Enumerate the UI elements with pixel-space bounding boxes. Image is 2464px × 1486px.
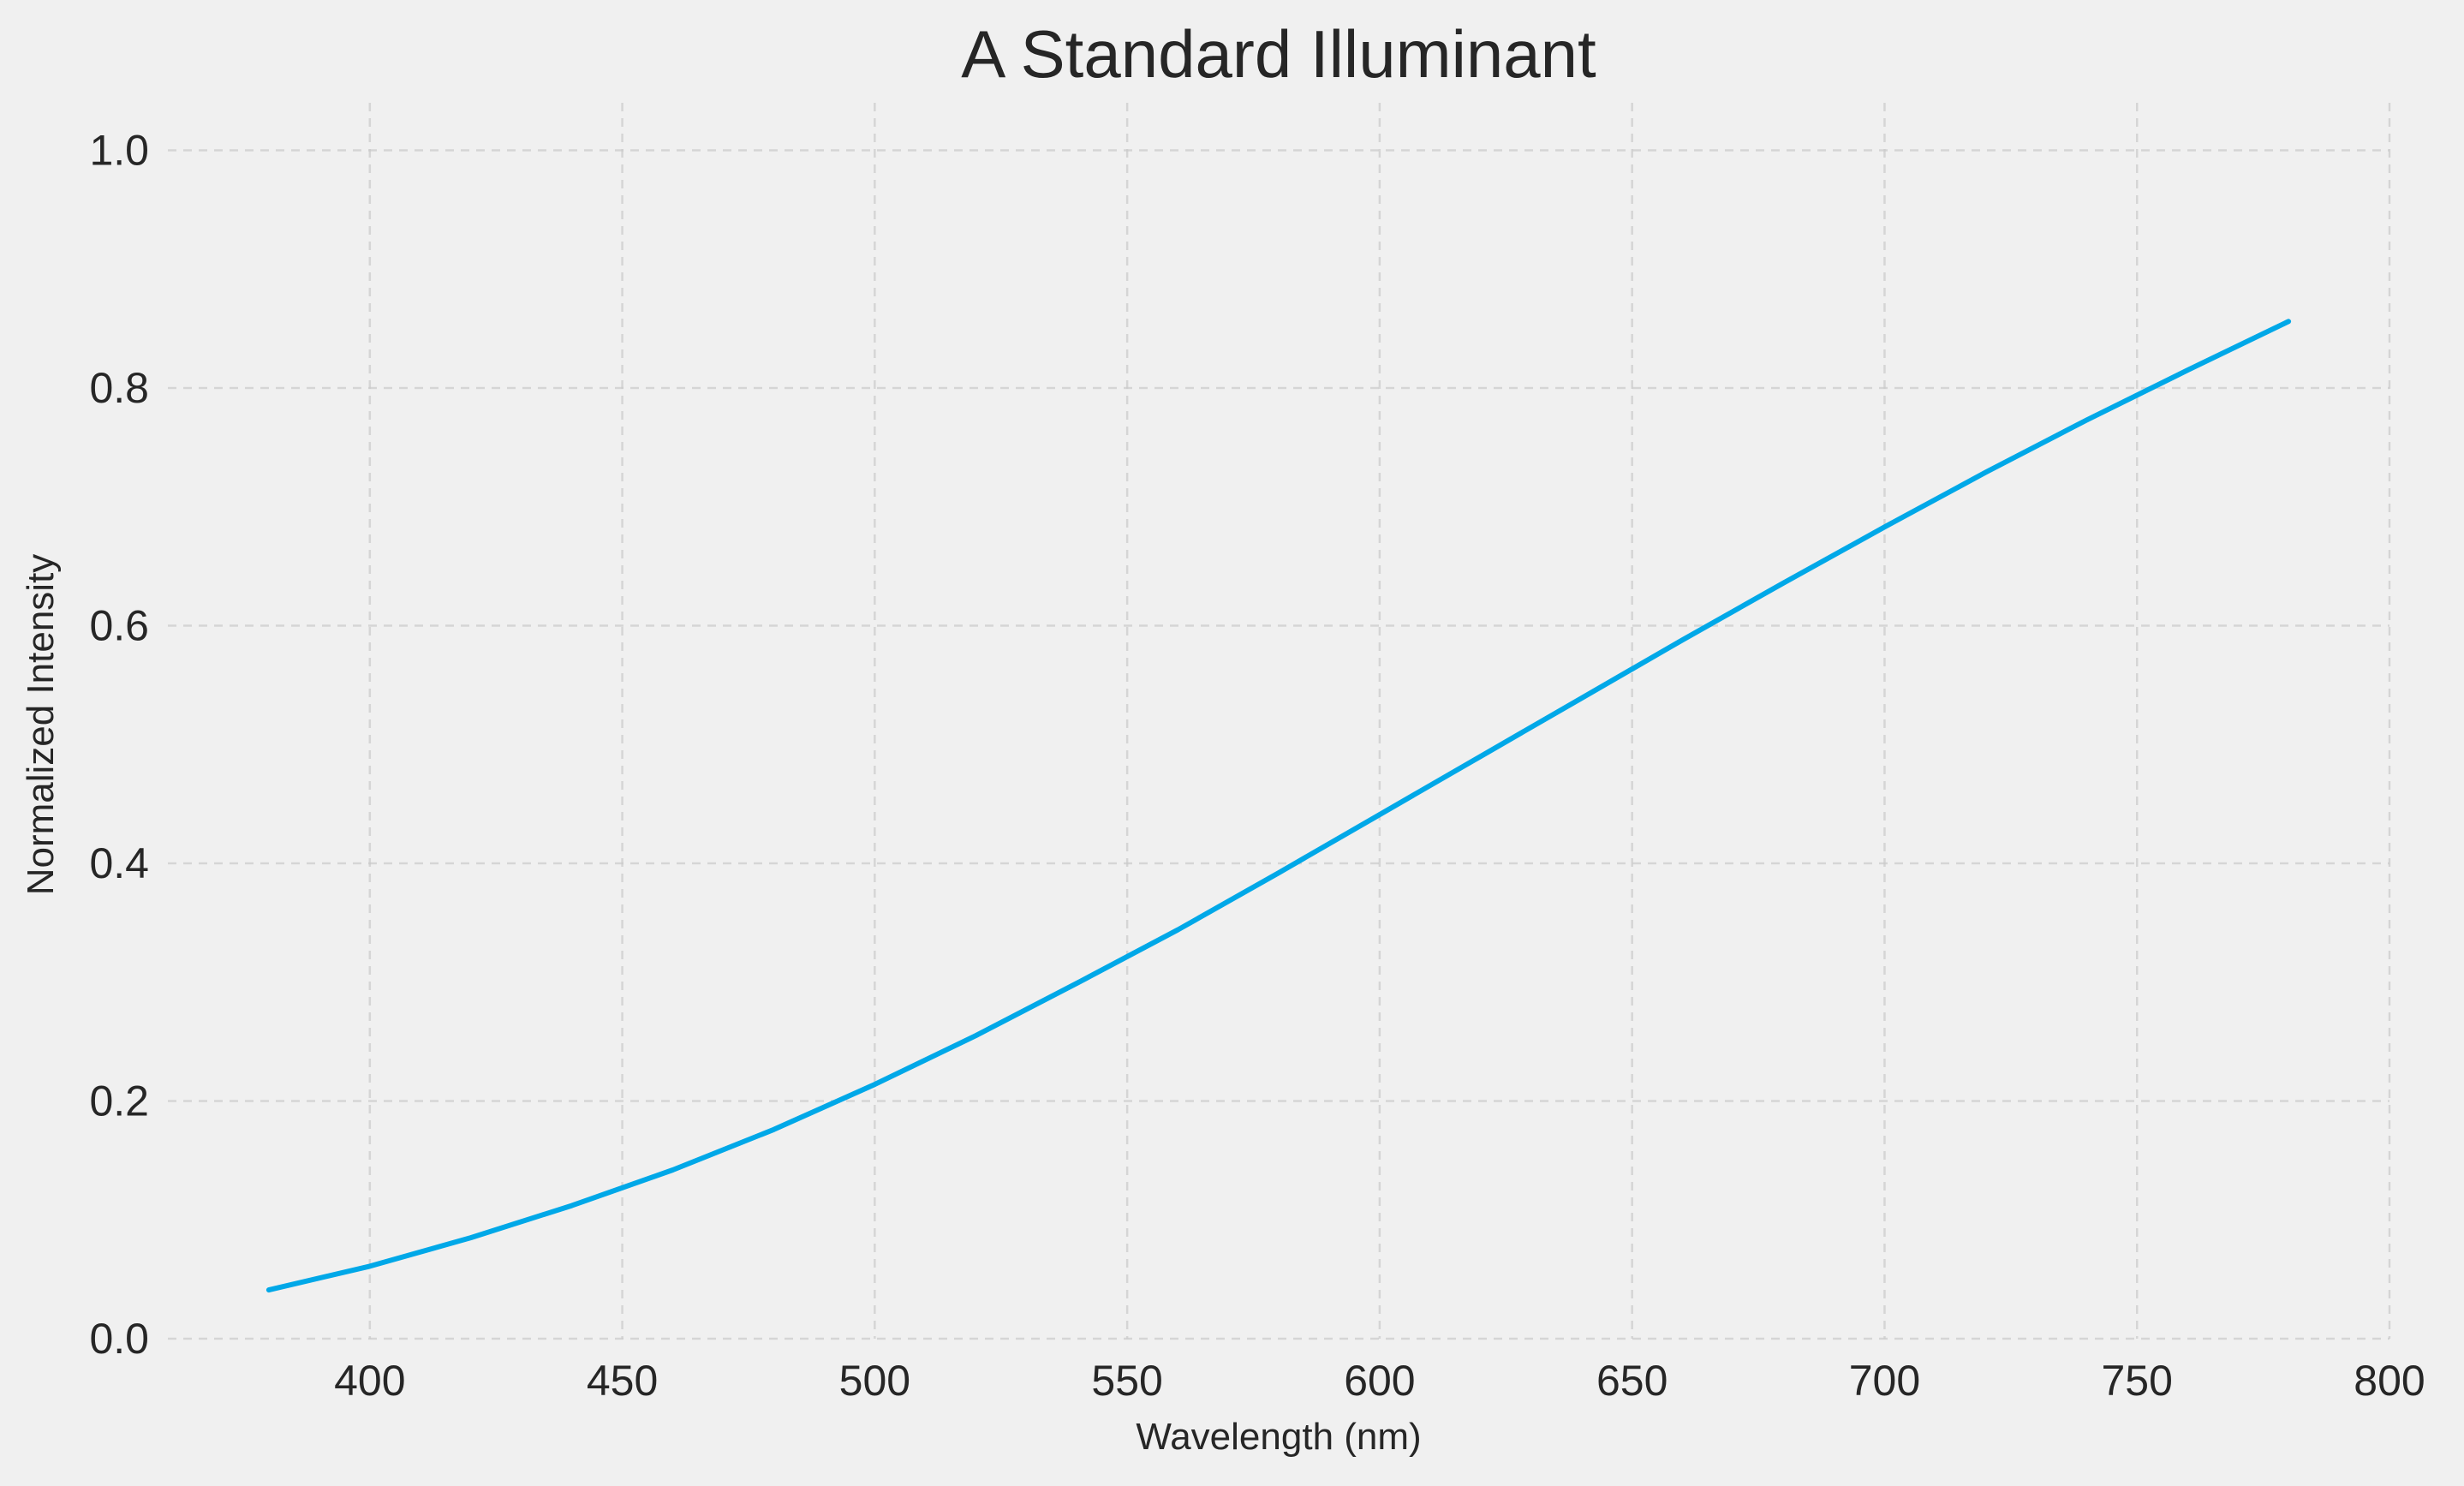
x-tick-label: 600 <box>1344 1357 1415 1405</box>
series-line-0 <box>265 319 2292 1293</box>
x-axis-label: Wavelength (nm) <box>1136 1416 1421 1458</box>
y-tick-label: 0.2 <box>89 1077 149 1125</box>
chart-title: A Standard Illuminant <box>961 16 1596 92</box>
y-tick-label: 0.6 <box>89 602 149 650</box>
y-tick-label: 0.0 <box>89 1315 149 1363</box>
x-tick-label: 450 <box>587 1357 658 1405</box>
y-tick-label: 0.4 <box>89 839 149 887</box>
x-tick-label: 550 <box>1091 1357 1162 1405</box>
series-group <box>265 319 2292 1293</box>
x-tick-label: 500 <box>839 1357 910 1405</box>
y-tick-label: 0.8 <box>89 364 149 412</box>
grid <box>168 103 2391 1340</box>
x-axis-ticks: 400 450 500 550 600 650 700 750 800 <box>334 1357 2425 1405</box>
x-tick-label: 650 <box>1596 1357 1668 1405</box>
x-tick-label: 400 <box>334 1357 405 1405</box>
y-axis-label: Normalized Intensity <box>20 554 62 896</box>
x-tick-label: 800 <box>2354 1357 2425 1405</box>
x-tick-label: 750 <box>2102 1357 2173 1405</box>
y-axis-ticks: 0.0 0.2 0.4 0.6 0.8 1.0 <box>89 127 149 1364</box>
y-tick-label: 1.0 <box>89 127 149 175</box>
x-tick-label: 700 <box>1849 1357 1920 1405</box>
